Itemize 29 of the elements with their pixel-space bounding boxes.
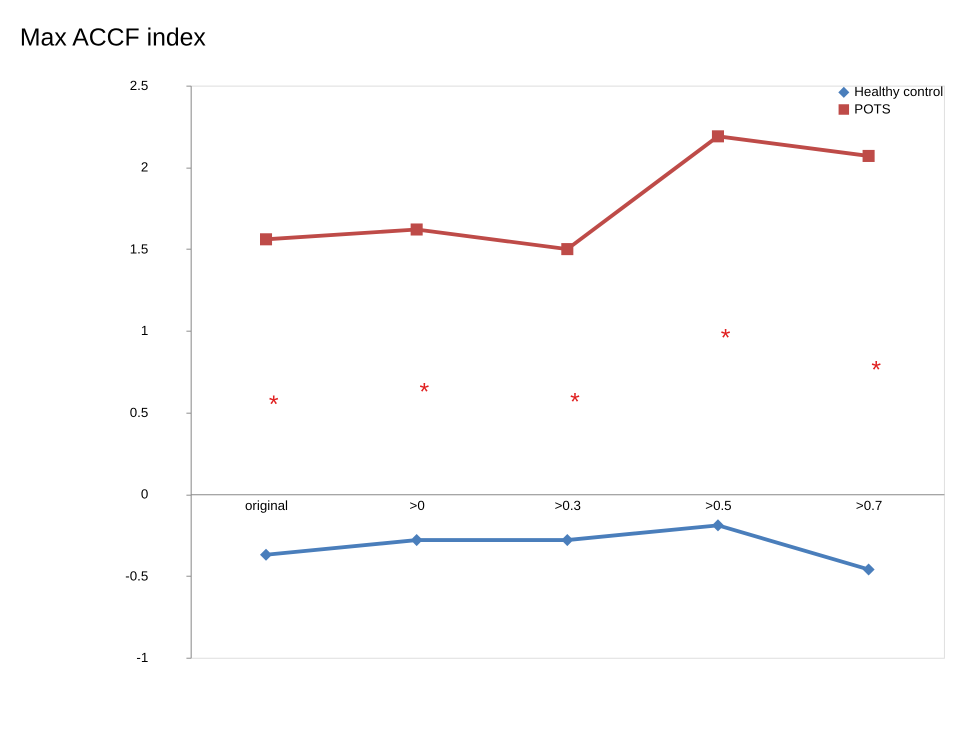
- x-tick-label: original: [245, 498, 288, 514]
- x-tick-label: >0.3: [554, 498, 581, 514]
- point: [712, 519, 724, 532]
- legend-label: POTS: [854, 101, 891, 116]
- annotation: *: [570, 388, 580, 416]
- y-tick-label: 1: [140, 323, 148, 338]
- point: [260, 548, 272, 561]
- x-tick-label: >0.5: [705, 498, 732, 514]
- annotation: *: [720, 325, 731, 352]
- point: [561, 243, 574, 256]
- point: [712, 130, 724, 142]
- point: [862, 150, 875, 162]
- point: [410, 223, 423, 236]
- y-tick-label: 0: [140, 486, 148, 502]
- x-tick-label: >0: [410, 498, 425, 514]
- y-tick-label: -0.5: [125, 568, 148, 584]
- annotation: *: [268, 391, 279, 418]
- chart-title: Max ACCF index: [20, 24, 206, 52]
- point: [260, 233, 272, 246]
- legend-label: Healthy control: [854, 84, 944, 100]
- y-tick-label: 0.5: [130, 404, 148, 420]
- y-tick-label: 2: [140, 160, 148, 175]
- y-tick-label: -1: [136, 650, 148, 666]
- x-tick-label: >0.7: [856, 498, 882, 514]
- annotation: *: [419, 379, 430, 406]
- point: [862, 563, 875, 576]
- y-tick-label: 2.5: [130, 78, 148, 93]
- y-tick-label: 1.5: [130, 241, 148, 256]
- annotation: *: [871, 356, 882, 384]
